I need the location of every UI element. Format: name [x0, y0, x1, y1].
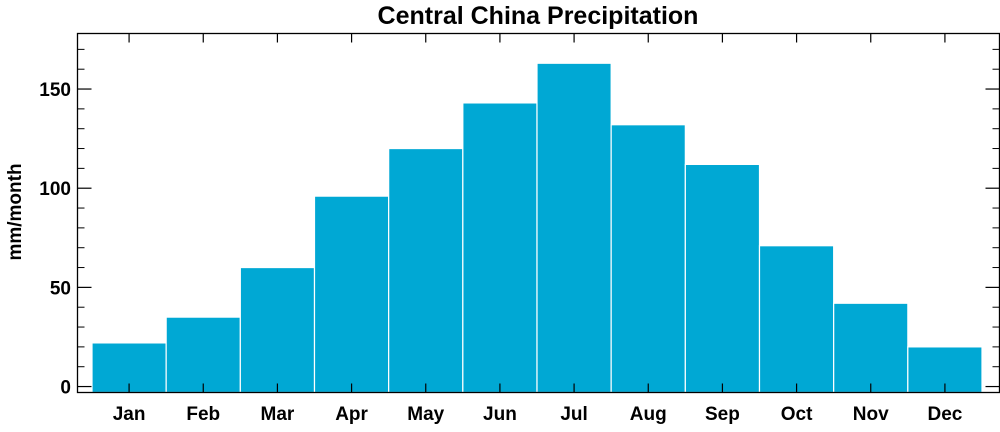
- x-tick-label: Nov: [853, 404, 889, 425]
- y-axis-label: mm/month: [5, 163, 26, 260]
- x-tick-label: Oct: [781, 404, 813, 425]
- x-tick-label: Jul: [560, 404, 587, 425]
- x-tick-label: Aug: [630, 404, 667, 425]
- bar-may: [388, 147, 464, 394]
- x-tick-label: May: [407, 404, 444, 425]
- bar-apr: [313, 195, 390, 394]
- y-tick-label: 0: [60, 378, 71, 399]
- x-tick-label: Jan: [113, 404, 146, 425]
- bar-aug: [610, 124, 686, 394]
- bar-sep: [684, 163, 761, 394]
- x-tick-label: Sep: [705, 404, 740, 425]
- x-tick-label: Apr: [335, 404, 368, 425]
- x-tick-label: Jun: [483, 404, 517, 425]
- chart-title: Central China Precipitation: [378, 2, 699, 30]
- bars-group: [91, 62, 983, 394]
- x-tick-label: Feb: [186, 404, 220, 425]
- bar-jun: [462, 102, 538, 394]
- tick-labels-group: Jan Feb Mar Apr May Jun Jul Aug Sep Oct Nov Dec 0 50 1…: [39, 80, 962, 425]
- x-tick-label: Dec: [927, 404, 962, 425]
- x-tick-label: Mar: [261, 404, 295, 425]
- y-tick-label: 100: [39, 179, 71, 200]
- bar-nov: [833, 302, 909, 394]
- ticks-group: [77, 33, 1000, 393]
- bar-mar: [239, 266, 316, 394]
- bar-oct: [758, 245, 835, 394]
- y-tick-label: 50: [50, 278, 71, 299]
- bar-jul: [536, 62, 612, 394]
- bar-feb: [165, 316, 241, 394]
- y-tick-label: 150: [39, 80, 71, 101]
